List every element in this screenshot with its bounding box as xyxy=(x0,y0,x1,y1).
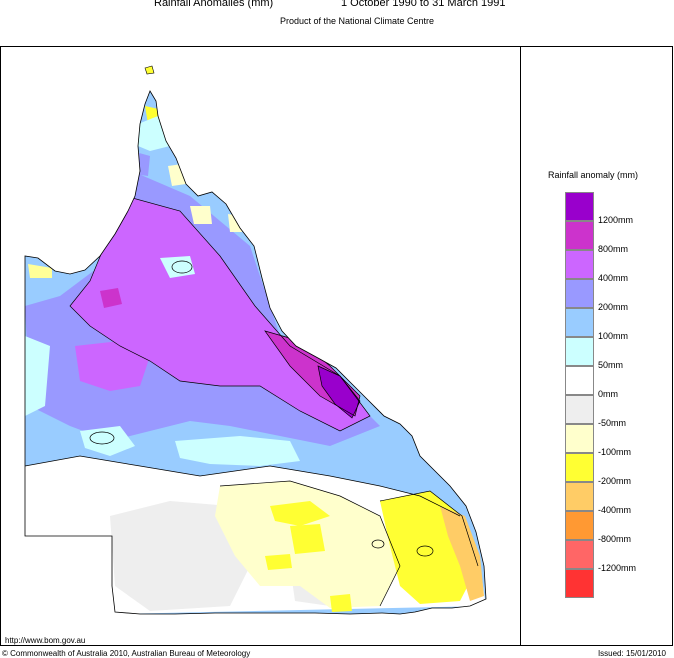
legend-swatch xyxy=(565,569,594,598)
frame-divider xyxy=(520,46,521,646)
legend-label: -50mm xyxy=(598,418,627,428)
legend-swatch xyxy=(565,453,594,482)
legend-swatch xyxy=(565,250,594,279)
map-title: Rainfall Anomalies (mm) 1 October 1990 t… xyxy=(0,0,674,14)
legend-swatch xyxy=(565,366,594,395)
legend-label: 100mm xyxy=(598,331,629,341)
legend-swatch xyxy=(565,424,594,453)
legend-title: Rainfall anomaly (mm) xyxy=(548,170,639,180)
copyright: © Commonwealth of Australia 2010, Austra… xyxy=(2,649,251,658)
legend-label: 1200mm xyxy=(598,215,634,225)
legend-swatch xyxy=(565,221,594,250)
legend-label: 200mm xyxy=(598,302,629,312)
legend-label: -100mm xyxy=(598,447,632,457)
subtitle: Product of the National Climate Centre xyxy=(279,16,435,26)
legend-label: 50mm xyxy=(598,360,624,370)
legend-label: 400mm xyxy=(598,273,629,283)
legend-label: -200mm xyxy=(598,476,632,486)
title-text: Rainfall Anomalies (mm) xyxy=(154,0,274,9)
rainfall-anomaly-map xyxy=(24,65,487,615)
legend-label: -400mm xyxy=(598,505,632,515)
legend-swatch xyxy=(565,308,594,337)
legend-swatch xyxy=(565,337,594,366)
legend-label: 800mm xyxy=(598,244,629,254)
legend-swatch xyxy=(565,540,594,569)
legend xyxy=(565,192,594,598)
legend-swatch xyxy=(565,192,594,221)
legend-swatch xyxy=(565,482,594,511)
period-text: 1 October 1990 to 31 March 1991 xyxy=(341,0,506,9)
legend-swatch xyxy=(565,511,594,540)
source-url: http://www.bom.gov.au xyxy=(5,636,86,645)
legend-label: 0mm xyxy=(598,389,618,399)
map-frame xyxy=(0,46,673,646)
legend-label: -1200mm xyxy=(598,563,637,573)
issued-date: Issued: 15/01/2010 xyxy=(597,649,666,658)
legend-swatch xyxy=(565,279,594,308)
legend-swatch xyxy=(565,395,594,424)
legend-label: -800mm xyxy=(598,534,632,544)
